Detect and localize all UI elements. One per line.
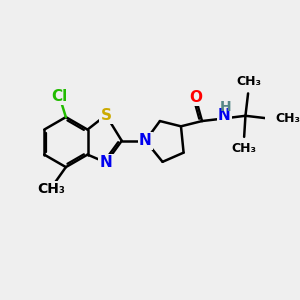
- Text: S: S: [100, 108, 112, 123]
- Text: Cl: Cl: [51, 88, 68, 104]
- Text: H: H: [220, 100, 232, 114]
- Text: N: N: [139, 133, 152, 148]
- Text: N: N: [218, 108, 231, 123]
- Text: CH₃: CH₃: [38, 182, 65, 196]
- Text: CH₃: CH₃: [236, 75, 261, 88]
- Text: CH₃: CH₃: [232, 142, 256, 155]
- Text: O: O: [189, 90, 202, 105]
- Text: CH₃: CH₃: [276, 112, 300, 125]
- Text: N: N: [100, 155, 112, 170]
